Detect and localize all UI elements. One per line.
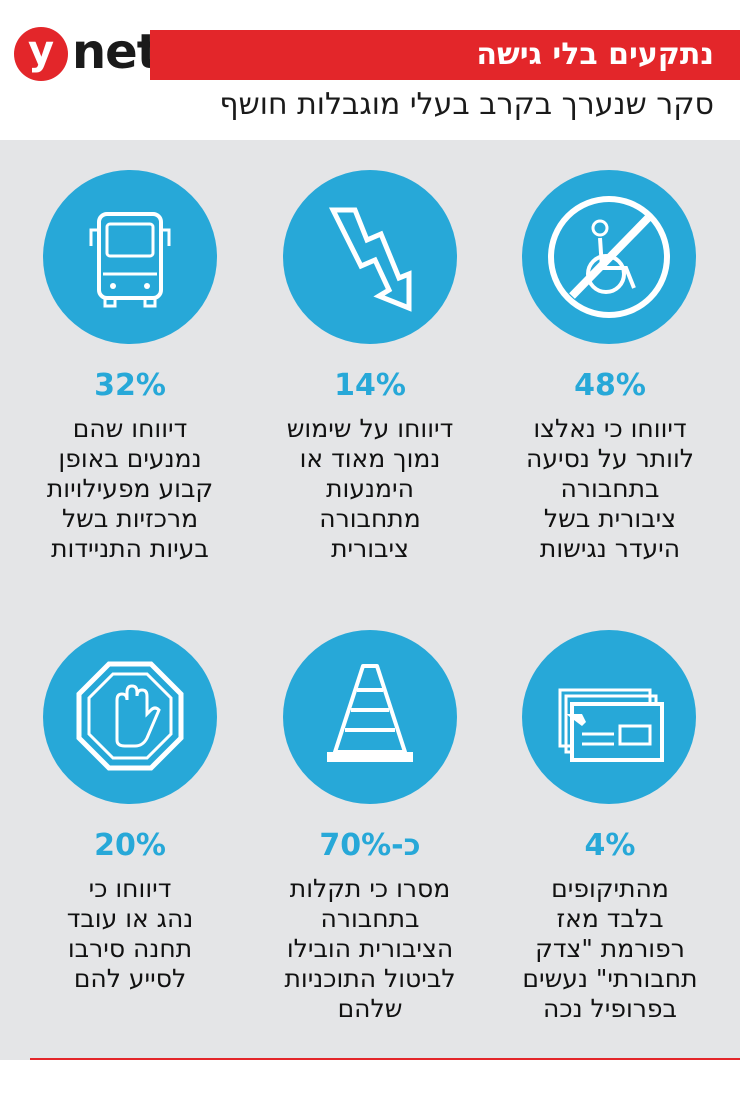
stat-description: דיווחו כי נהג או עובד תחנה סירבו לסייע להם bbox=[66, 874, 194, 993]
stat-value: 48% bbox=[574, 368, 646, 403]
bottom-divider bbox=[30, 1058, 740, 1060]
footer bbox=[0, 1062, 740, 1105]
stat-value: 32% bbox=[94, 368, 166, 403]
stat-description: דיווחו כי נאלצו לוותר על נסיעה בתחבורה ציבו… bbox=[526, 414, 694, 563]
icon-circle bbox=[283, 630, 457, 804]
icon-circle bbox=[283, 170, 457, 344]
envelope-documents-icon bbox=[558, 688, 664, 762]
stat-description: מהתיקופים בלבד מאז רפורמת "צדק תחבורתי" נעש… bbox=[522, 874, 698, 1023]
page-subtitle: סקר שנערך בקרב בעלי מוגבלות חושף bbox=[219, 87, 714, 122]
stat-value: כ-70% bbox=[319, 828, 421, 863]
stat-value: 4% bbox=[584, 828, 636, 863]
stat-description: מסרו כי תקלות בתחבורה הציבורית הובילו לביטו… bbox=[284, 874, 456, 1023]
bus-icon bbox=[89, 212, 171, 308]
no-wheelchair-icon bbox=[548, 196, 670, 318]
stat-description: דיווחו על שימוש נמוך מאוד או הימנעות מתחבור… bbox=[286, 414, 454, 563]
infographic-panel: 48% דיווחו כי נאלצו לוותר על נסיעה בתחבורה… bbox=[0, 140, 740, 1060]
header: y net נתקעים בלי גישה סקר שנערך בקרב בעל… bbox=[0, 0, 740, 140]
stop-hand-icon bbox=[76, 661, 184, 771]
traffic-cone-icon bbox=[327, 664, 413, 762]
title-bar: נתקעים בלי גישה bbox=[150, 30, 740, 80]
ynet-logo-text[interactable]: net bbox=[72, 24, 160, 80]
stat-description: דיווחו שהם נמנעים באופן קבוע מפעילויות מרכז… bbox=[46, 414, 214, 563]
page-title: נתקעים בלי גישה bbox=[476, 37, 714, 72]
icon-circle bbox=[43, 630, 217, 804]
lightning-down-arrow-icon bbox=[328, 207, 412, 312]
ynet-logo-icon[interactable]: y bbox=[14, 27, 68, 81]
stat-value: 14% bbox=[334, 368, 406, 403]
icon-circle bbox=[522, 630, 696, 804]
stat-value: 20% bbox=[94, 828, 166, 863]
icon-circle bbox=[43, 170, 217, 344]
icon-circle bbox=[522, 170, 696, 344]
